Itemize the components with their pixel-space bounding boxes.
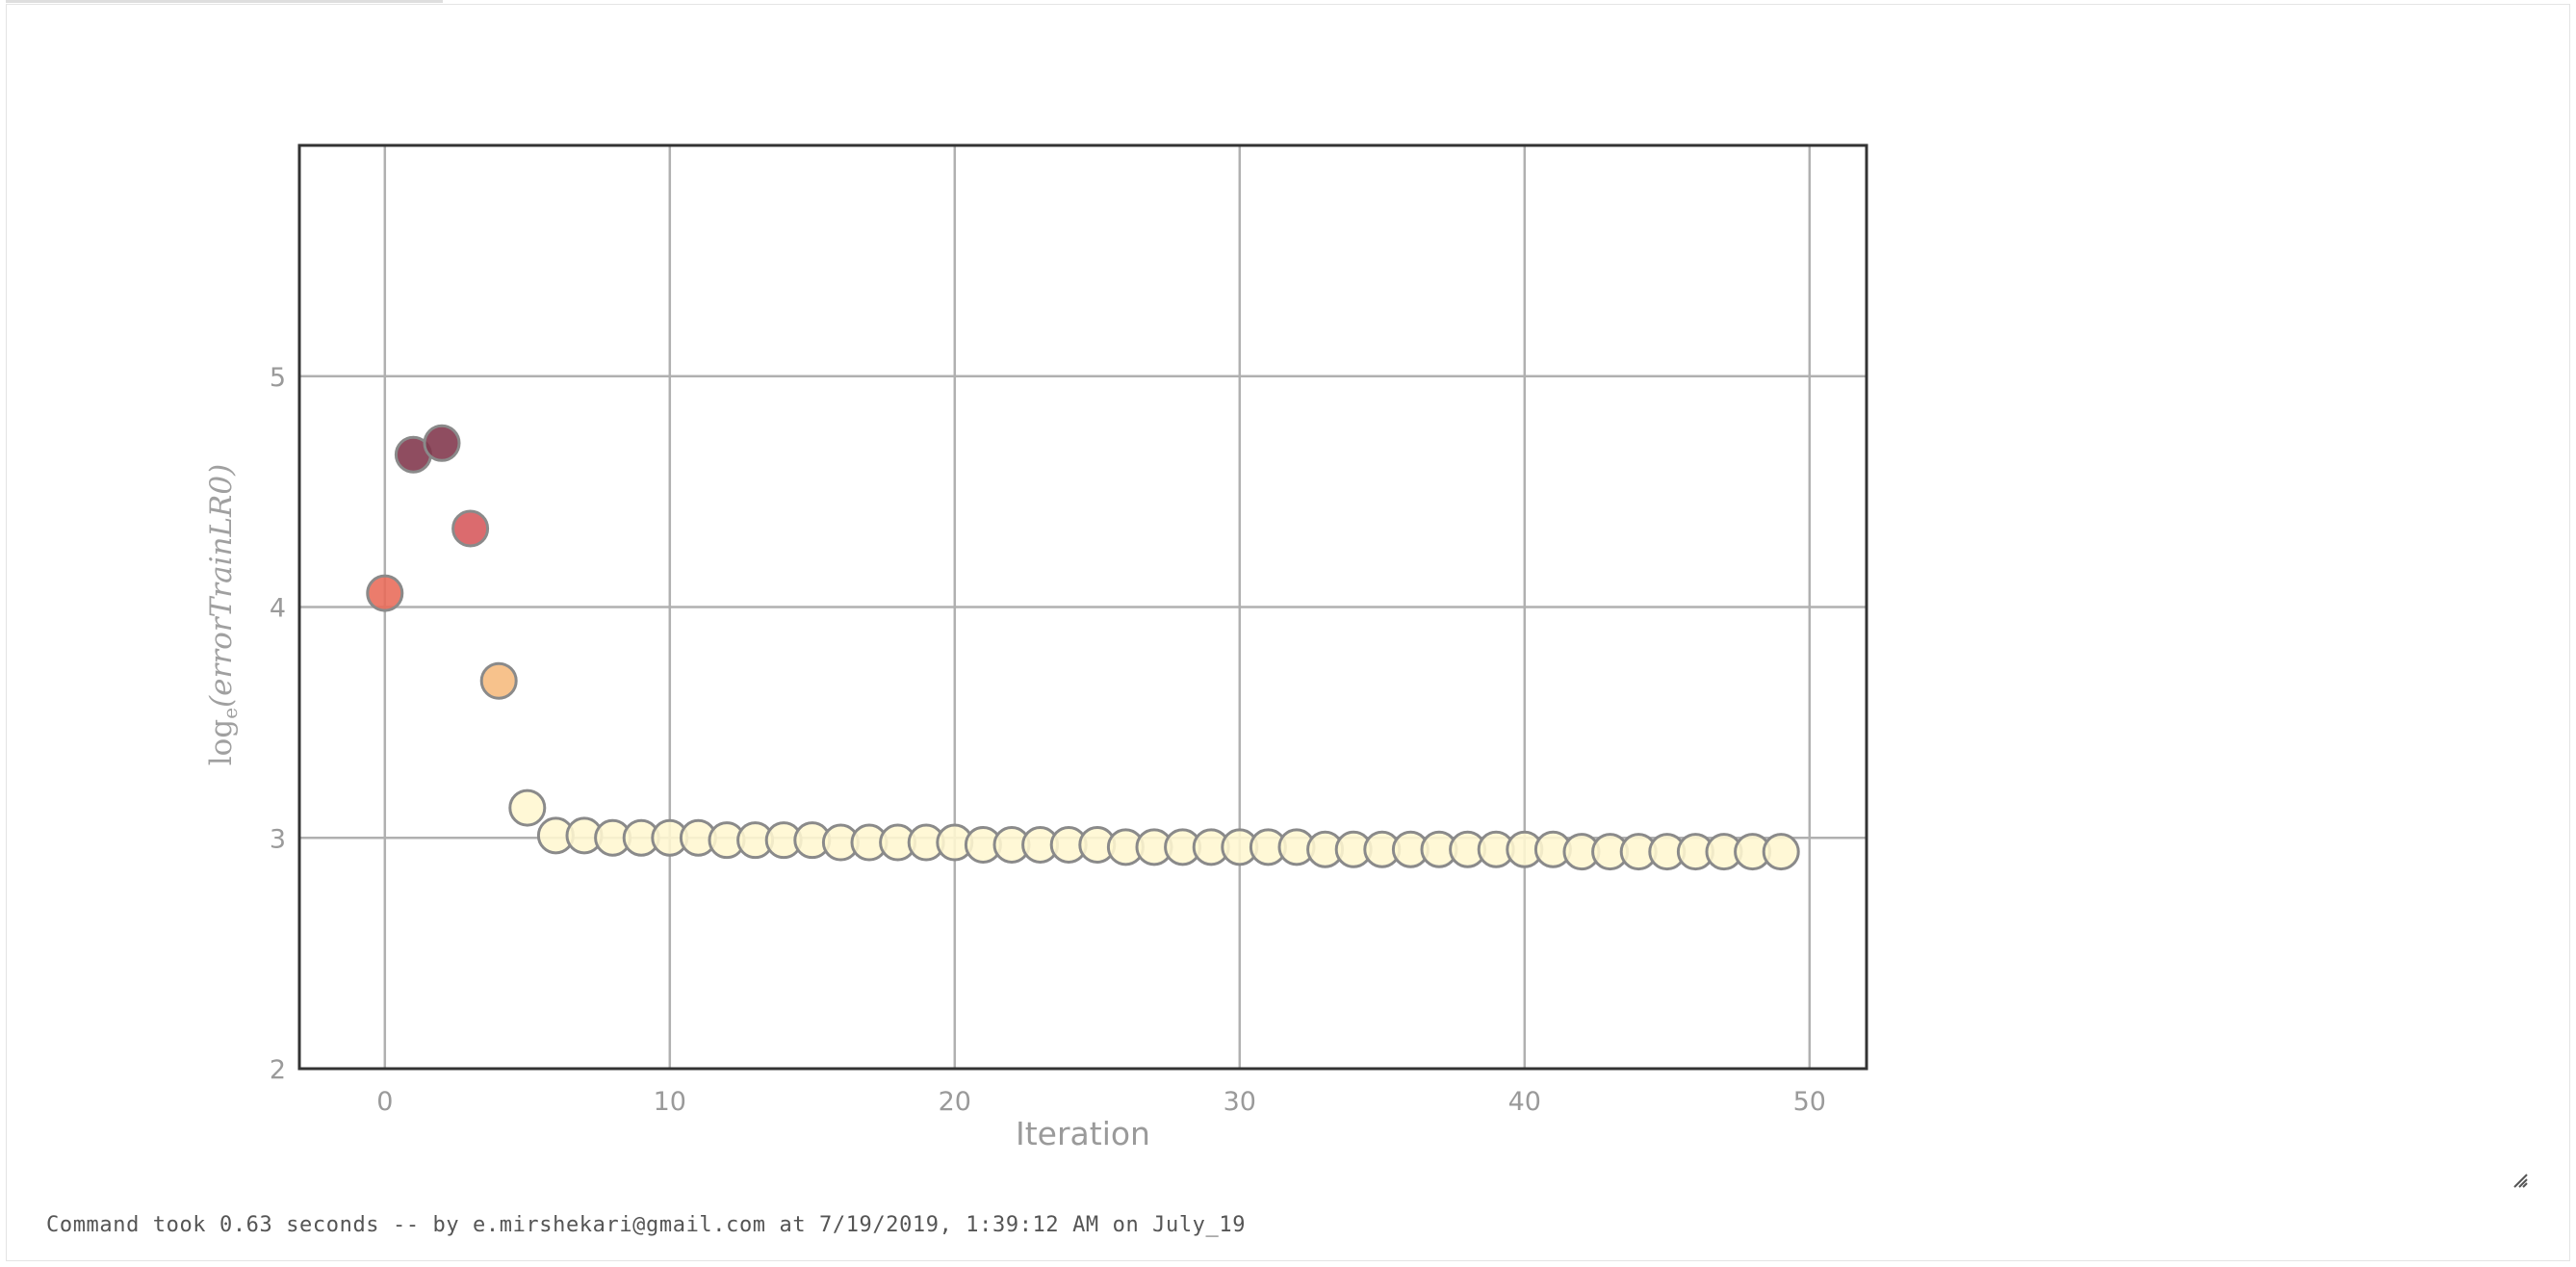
data-point [479, 661, 518, 700]
y-axis-label-base: e [219, 708, 242, 719]
data-points [366, 424, 1800, 871]
data-point [423, 424, 461, 462]
command-status-text: Command took 0.63 seconds -- by e.mirshe… [46, 1213, 1247, 1237]
data-point [366, 574, 404, 612]
data-point [508, 789, 547, 827]
y-tick-labels: 2 3 4 5 [270, 363, 286, 1085]
grid-lines [299, 145, 1867, 1071]
y-tick-label: 2 [270, 1055, 286, 1085]
notebook-cell [6, 4, 2570, 1261]
y-tick-label: 5 [270, 363, 286, 393]
x-tick-label: 50 [1793, 1087, 1826, 1117]
y-tick-label: 3 [270, 824, 286, 854]
y-axis-label-log: log [204, 719, 239, 765]
y-tick-label: 4 [270, 594, 286, 624]
x-tick-label: 30 [1224, 1087, 1256, 1117]
y-axis-label: loge(errorTrainLR0) [204, 464, 242, 765]
cell-top-bar [6, 0, 443, 3]
x-axis-label: Iteration [1016, 1115, 1150, 1152]
x-tick-label: 20 [939, 1087, 971, 1117]
y-axis-label-arg: (errorTrainLR0) [204, 464, 239, 708]
x-tick-label: 0 [376, 1087, 393, 1117]
x-tick-label: 40 [1508, 1087, 1541, 1117]
x-tick-label: 10 [654, 1087, 686, 1117]
x-tick-labels: 0 10 20 30 40 50 [376, 1087, 1826, 1117]
data-point [451, 509, 490, 548]
data-point [1762, 833, 1800, 871]
resize-handle-icon[interactable] [2512, 1173, 2528, 1188]
plot-area-frame [297, 143, 1868, 1071]
